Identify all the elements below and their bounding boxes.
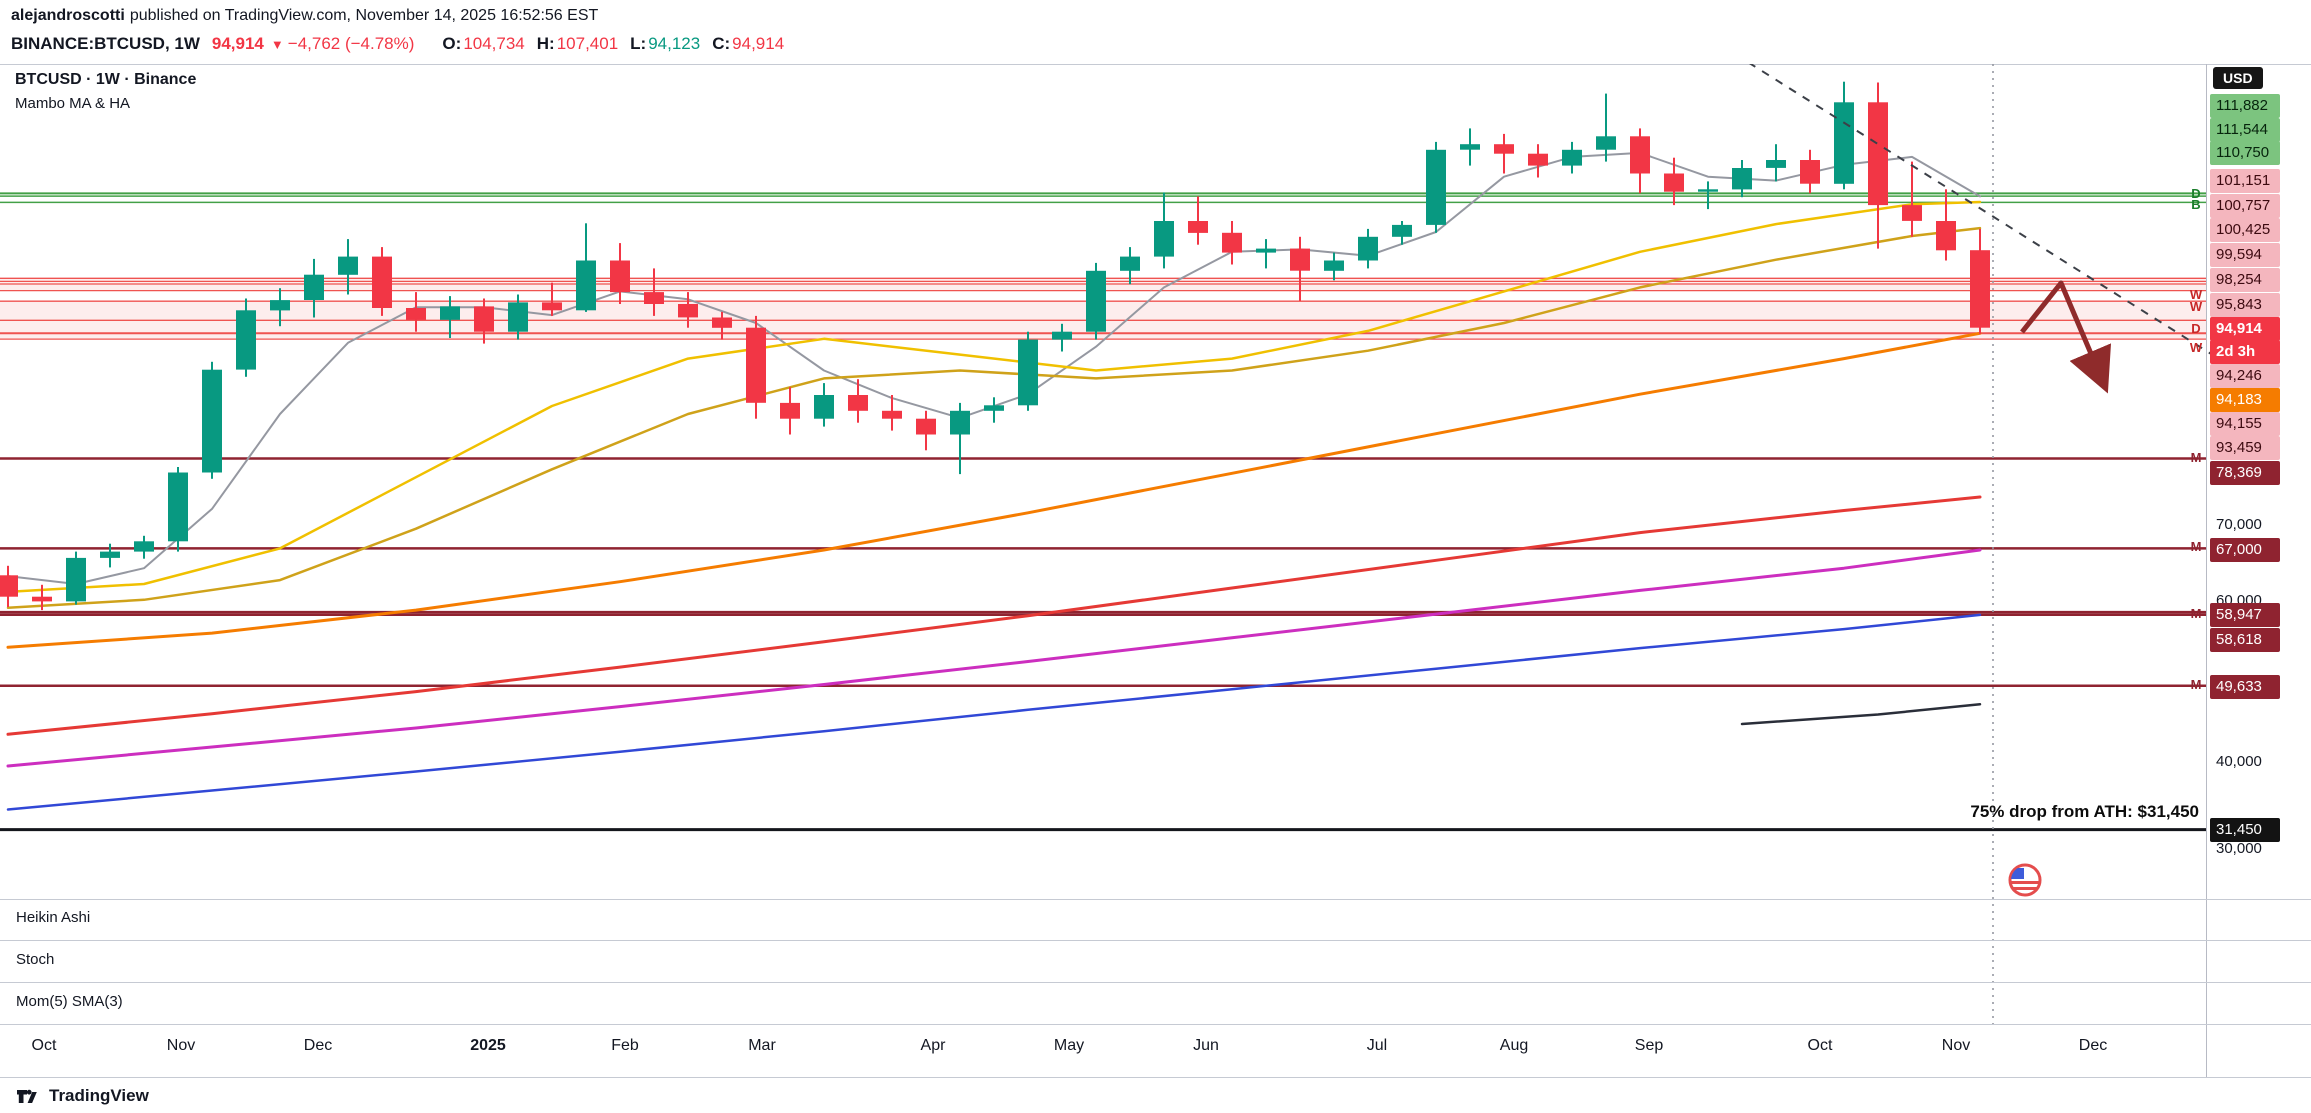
timeframe-marker: M — [2190, 539, 2202, 554]
legend-symbol-title[interactable]: BTCUSD · 1W · Binance — [15, 71, 197, 88]
price-axis-label: 100,425 — [2210, 218, 2280, 242]
time-axis[interactable]: Oct Nov Dec 2025 Feb Mar Apr May Jun Jul Aug Sep Oct… — [0, 1024, 2311, 1077]
time-axis-label: May — [1053, 1037, 1085, 1054]
timeframe-marker: W — [2189, 340, 2203, 355]
timeframe-marker: M — [2190, 606, 2202, 621]
last-price: 94,914 — [211, 34, 264, 53]
timeframe-marker: W — [2189, 299, 2203, 314]
price-axis-label: 40,000 — [2216, 753, 2262, 770]
pane-divider[interactable] — [0, 940, 2311, 941]
price-axis-label: 110,750 — [2210, 141, 2280, 165]
pane-divider[interactable] — [0, 982, 2311, 983]
symbol-title: BINANCE:BTCUSD, 1W — [11, 34, 200, 53]
candles-layer — [0, 81, 1990, 611]
down-triangle-icon: ▼ — [270, 37, 284, 52]
symbol-info-bar: BINANCE:BTCUSD, 1W 94,914 ▼ −4,762 (−4.78%)… — [11, 34, 784, 54]
time-axis-label: Sep — [1634, 1037, 1664, 1054]
arrow-drawing[interactable] — [2020, 280, 2112, 394]
time-axis-label: Mar — [748, 1037, 776, 1054]
tradingview-logo[interactable]: TradingView — [14, 1083, 149, 1109]
published-info: published on TradingView.com, November 1… — [129, 7, 599, 24]
pane-label-mom[interactable]: Mom(5) SMA(3) — [16, 993, 123, 1010]
time-axis-label: Dec — [303, 1037, 333, 1054]
ohlc-label: O: — [442, 34, 462, 53]
price-axis-label: 100,757 — [2210, 194, 2280, 218]
brand-name[interactable]: TradingView — [49, 1086, 149, 1105]
pane-label-heikin-ashi[interactable]: Heikin Ashi — [16, 909, 91, 926]
price-axis-label: 30,000 — [2216, 840, 2262, 857]
ohlc-value: 104,734 — [463, 34, 525, 53]
timeframe-marker: M — [2190, 677, 2202, 692]
price-axis-label: 58,947 — [2210, 603, 2280, 627]
price-scale[interactable]: USD 111,882 111,544 110,750 101,151 100,757 1… — [2190, 64, 2311, 1077]
time-axis-label: Jul — [1366, 1037, 1388, 1054]
time-axis-divider — [0, 1024, 2311, 1025]
ath-annotation[interactable]: 75% drop from ATH: $31,450 — [1970, 802, 2199, 821]
price-scale-divider — [2206, 64, 2207, 1077]
time-axis-label: Nov — [1941, 1037, 1971, 1054]
price-axis-label: 70,000 — [2216, 516, 2262, 533]
publisher-name: alejandroscotti — [11, 7, 125, 24]
currency-toggle-usd[interactable]: USD — [2213, 67, 2263, 89]
time-axis-label: Nov — [166, 1037, 196, 1054]
tradingview-logo-icon — [17, 1089, 37, 1103]
price-axis-label: 101,151 — [2210, 169, 2280, 193]
last-price-label: 94,914 — [2210, 317, 2280, 341]
ohlc-value: 94,123 — [648, 34, 701, 53]
price-axis-label: 94,183 — [2210, 388, 2280, 412]
price-change: −4,762 (−4.78%) — [287, 34, 415, 53]
price-axis-label: 58,618 — [2210, 628, 2280, 652]
chart-legend: BTCUSD · 1W · Binance Mambo MA & HA — [15, 71, 196, 112]
timeframe-marker: D — [2191, 186, 2201, 201]
publish-info-line: alejandroscotti published on TradingView.… — [11, 7, 598, 25]
ohlc-value: 107,401 — [556, 34, 619, 53]
timeframe-marker: B — [2191, 197, 2201, 212]
timeframe-marker: W — [2189, 287, 2203, 302]
price-axis-label: 95,843 — [2210, 293, 2280, 317]
price-axis-label: 111,882 — [2210, 94, 2280, 118]
time-axis-label: Jun — [1193, 1037, 1219, 1054]
ohlc-values: O: 104,734 H: 107,401 L: 94,123 C: 94,914 — [430, 34, 784, 53]
time-axis-label: 2025 — [470, 1037, 506, 1054]
price-axis-label: 49,633 — [2210, 675, 2280, 699]
ohlc-label: H: — [536, 34, 555, 53]
timeframe-marker: M — [2190, 450, 2202, 465]
last-price-label: 2d 3h — [2210, 340, 2280, 364]
price-axis-label: 99,594 — [2210, 243, 2280, 267]
legend-indicator-title[interactable]: Mambo MA & HA — [15, 95, 131, 112]
time-axis-label: Aug — [1499, 1037, 1529, 1054]
publisher-watermark — [2008, 863, 2042, 897]
ma-lines-layer — [6, 151, 1982, 811]
ohlc-value: 94,914 — [732, 34, 785, 53]
time-axis-label: Oct — [1807, 1037, 1833, 1054]
time-axis-label: Oct — [31, 1037, 57, 1054]
price-axis-label: 94,246 — [2210, 364, 2280, 388]
pane-label-stoch[interactable]: Stoch — [16, 951, 55, 968]
price-axis-label: 94,155 — [2210, 412, 2280, 436]
pane-divider[interactable] — [0, 899, 2311, 900]
header-divider — [0, 64, 2311, 65]
timeframe-marker: D — [2191, 321, 2201, 336]
price-axis-label: 98,254 — [2210, 268, 2280, 292]
price-axis-label: 78,369 — [2210, 461, 2280, 485]
time-axis-label: Dec — [2078, 1037, 2108, 1054]
chart-plot[interactable] — [0, 64, 2311, 1024]
price-axis-label: 93,459 — [2210, 436, 2280, 460]
footer-bar: TradingView — [0, 1077, 2311, 1113]
ohlc-label: C: — [712, 34, 731, 53]
time-axis-label: Feb — [611, 1037, 639, 1054]
time-axis-label: Apr — [920, 1037, 946, 1054]
price-axis-label: 67,000 — [2210, 538, 2280, 562]
ohlc-label: L: — [630, 34, 647, 53]
price-axis-label: 31,450 — [2210, 818, 2280, 842]
price-axis-label: 111,544 — [2210, 118, 2280, 142]
